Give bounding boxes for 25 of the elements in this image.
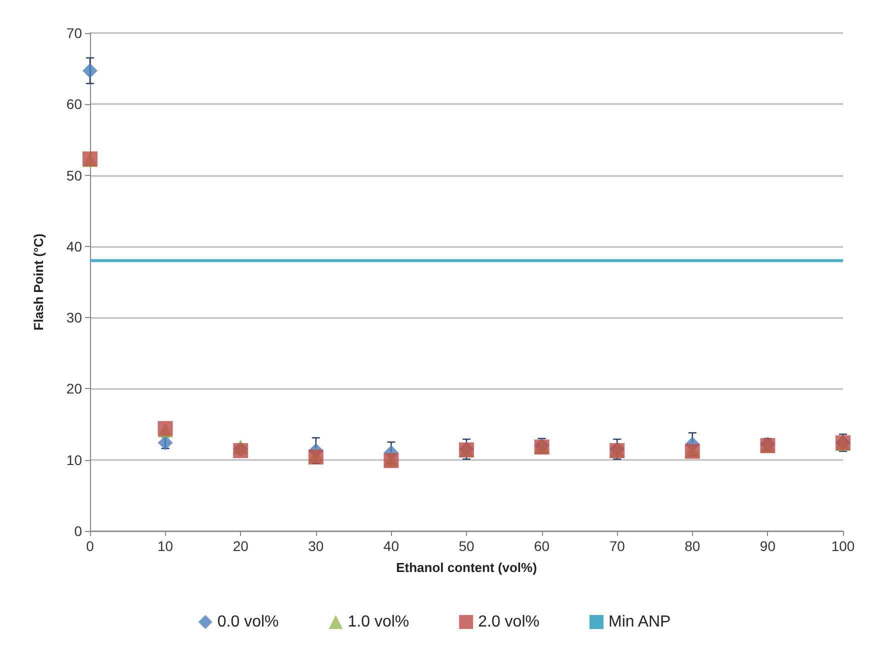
y-tick-label: 20 [66, 380, 82, 397]
x-tick-label: 0 [86, 538, 94, 554]
x-tick-label: 30 [308, 538, 324, 554]
x-tick-label: 70 [609, 538, 626, 554]
x-axis-title: Ethanol content (vol%) [396, 560, 537, 575]
x-tick-label: 50 [458, 538, 474, 554]
y-tick-label: 70 [66, 25, 82, 41]
y-axis-title: Flash Point (°C) [31, 234, 46, 330]
x-tick-label: 20 [232, 538, 249, 554]
y-tick-label: 0 [74, 523, 82, 539]
x-tick-label: 100 [831, 538, 855, 554]
y-tick-label: 10 [66, 452, 82, 468]
y-tick-label: 50 [66, 167, 82, 184]
y-tick-label: 40 [66, 238, 82, 254]
x-tick-label: 90 [760, 538, 776, 554]
legend-label: 0.0 vol% [217, 614, 279, 630]
x-tick-label: 60 [534, 538, 550, 554]
x-tick-label: 80 [684, 538, 700, 554]
legend-label: 1.0 vol% [348, 614, 410, 630]
legend-label: Min ANP [608, 614, 671, 630]
y-tick-label: 30 [66, 310, 82, 326]
y-tick-label: 60 [66, 96, 82, 112]
legend-label: 2.0 vol% [478, 614, 540, 630]
x-tick-label: 10 [158, 538, 174, 554]
x-tick-label: 40 [383, 538, 400, 554]
